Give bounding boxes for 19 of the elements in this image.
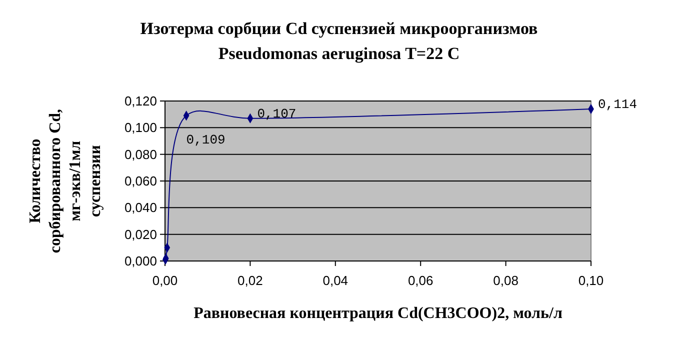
y-tick-label: 0,080 [124,146,157,162]
chart-title: Изотерма сорбции Cd суспензией микроорганизмов Pseudomonas aeruginosa T=22 C [140,19,538,63]
y-axis-title: Количество сорбированного Cd, мг-экв/1мл суспензии [27,108,104,254]
x-tick-label: 0,00 [152,273,178,288]
y-tick-label: 0,060 [124,174,157,189]
y-tick-label: 0,040 [124,200,157,216]
data-label: 0,109 [186,132,226,148]
x-tick-label: 0,04 [322,273,348,288]
x-tick-label: 0,06 [408,273,434,288]
x-tick-label: 0,08 [493,273,518,288]
y-tick-label: 0,020 [124,226,157,242]
y-tick-label: 0,120 [124,94,157,109]
x-tick-label: 0,02 [238,273,263,288]
x-tick-label: 0,10 [578,273,604,288]
y-tick-label: 0,100 [124,120,157,136]
data-label: 0,114 [598,97,638,112]
x-axis-title: Равновесная концентрация Cd(CH3COO)2, моль/л [194,305,562,322]
data-label: 0,107 [257,106,296,122]
y-tick-label: 0,000 [124,254,157,269]
